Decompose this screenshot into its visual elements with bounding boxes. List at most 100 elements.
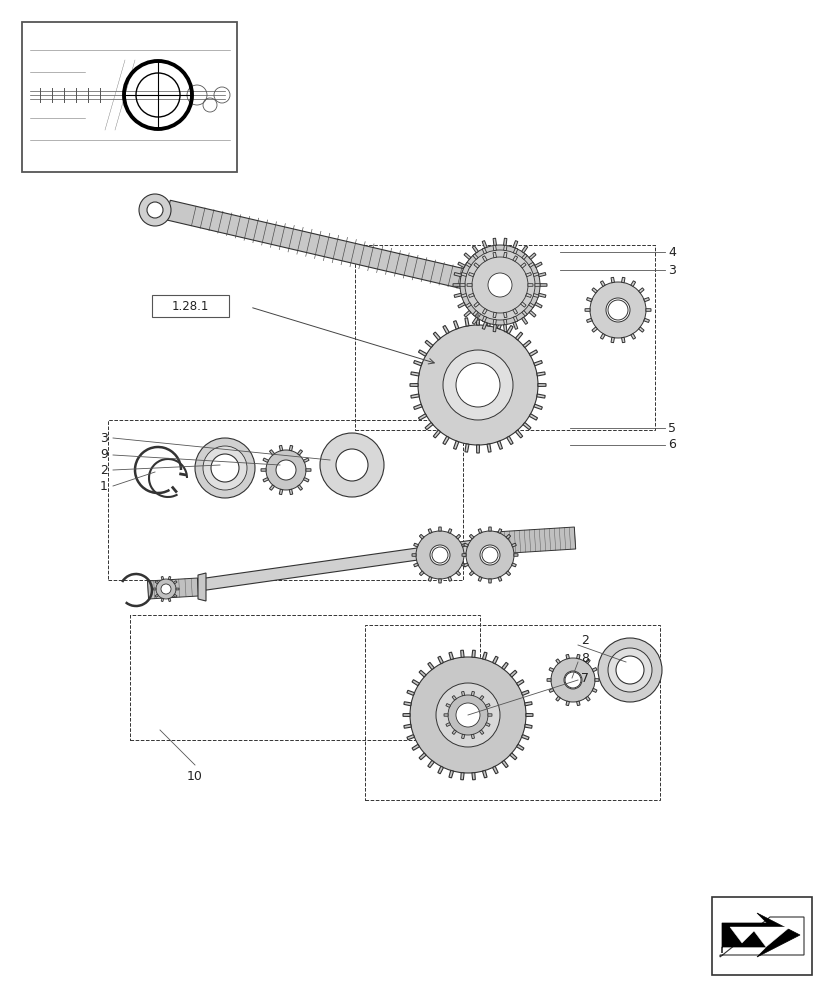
Bar xyxy=(22,22,237,172)
Polygon shape xyxy=(482,309,486,314)
Polygon shape xyxy=(595,679,598,681)
Polygon shape xyxy=(525,273,531,277)
Polygon shape xyxy=(428,760,433,768)
Polygon shape xyxy=(492,245,495,251)
Polygon shape xyxy=(471,773,475,780)
Polygon shape xyxy=(461,554,466,556)
Polygon shape xyxy=(473,302,479,307)
Polygon shape xyxy=(524,702,532,706)
Circle shape xyxy=(456,363,500,407)
Polygon shape xyxy=(456,534,460,539)
Polygon shape xyxy=(465,262,471,267)
Polygon shape xyxy=(576,701,580,706)
Polygon shape xyxy=(515,332,522,340)
Polygon shape xyxy=(438,527,441,531)
Circle shape xyxy=(460,245,539,325)
Polygon shape xyxy=(528,284,533,286)
Polygon shape xyxy=(566,654,569,659)
Polygon shape xyxy=(438,579,441,583)
Circle shape xyxy=(436,683,500,747)
Polygon shape xyxy=(503,252,506,258)
Polygon shape xyxy=(165,200,492,295)
Polygon shape xyxy=(448,652,453,660)
Polygon shape xyxy=(503,312,506,318)
Polygon shape xyxy=(263,478,268,482)
Polygon shape xyxy=(521,317,527,324)
Polygon shape xyxy=(520,302,525,307)
Polygon shape xyxy=(586,318,591,322)
Polygon shape xyxy=(471,734,474,739)
Text: 1: 1 xyxy=(100,480,108,492)
Bar xyxy=(152,295,229,317)
Circle shape xyxy=(155,579,176,599)
Polygon shape xyxy=(512,241,517,248)
Polygon shape xyxy=(534,302,542,308)
Polygon shape xyxy=(492,319,495,325)
Polygon shape xyxy=(497,577,501,581)
Polygon shape xyxy=(463,311,471,317)
Polygon shape xyxy=(461,273,466,276)
Polygon shape xyxy=(630,281,635,286)
Polygon shape xyxy=(482,256,486,261)
Polygon shape xyxy=(514,554,518,556)
Polygon shape xyxy=(168,576,170,580)
Polygon shape xyxy=(528,262,533,267)
Polygon shape xyxy=(460,284,465,286)
Polygon shape xyxy=(410,394,418,398)
Polygon shape xyxy=(528,414,537,420)
Text: 2: 2 xyxy=(581,634,588,646)
Circle shape xyxy=(590,282,645,338)
Polygon shape xyxy=(521,311,527,316)
Polygon shape xyxy=(476,317,479,325)
Polygon shape xyxy=(153,588,155,590)
Polygon shape xyxy=(621,277,624,283)
Polygon shape xyxy=(729,927,789,947)
Polygon shape xyxy=(463,554,467,556)
Polygon shape xyxy=(465,303,471,308)
Circle shape xyxy=(456,363,500,407)
Polygon shape xyxy=(472,254,477,259)
Text: 1.28.1: 1.28.1 xyxy=(171,300,208,312)
Polygon shape xyxy=(534,284,539,286)
Text: 9: 9 xyxy=(100,448,108,462)
Text: 3: 3 xyxy=(667,263,675,276)
Polygon shape xyxy=(511,543,516,547)
Polygon shape xyxy=(406,735,414,740)
Polygon shape xyxy=(463,563,468,567)
Circle shape xyxy=(418,325,538,445)
Polygon shape xyxy=(453,441,458,449)
Polygon shape xyxy=(509,753,516,760)
Circle shape xyxy=(160,584,171,594)
Polygon shape xyxy=(496,321,502,329)
Polygon shape xyxy=(521,735,528,740)
Polygon shape xyxy=(492,312,496,318)
Polygon shape xyxy=(473,302,479,307)
Polygon shape xyxy=(482,309,486,314)
Circle shape xyxy=(203,446,246,490)
Polygon shape xyxy=(478,577,481,581)
Polygon shape xyxy=(471,650,475,657)
Polygon shape xyxy=(525,273,531,277)
Polygon shape xyxy=(468,273,474,277)
Polygon shape xyxy=(447,577,452,581)
Circle shape xyxy=(615,656,643,684)
Polygon shape xyxy=(297,485,302,490)
Polygon shape xyxy=(418,350,426,356)
Polygon shape xyxy=(461,273,466,276)
Polygon shape xyxy=(621,337,624,343)
Circle shape xyxy=(415,531,463,579)
Circle shape xyxy=(480,545,500,565)
Polygon shape xyxy=(460,650,464,657)
Text: 5: 5 xyxy=(667,422,675,434)
Polygon shape xyxy=(493,238,496,245)
Polygon shape xyxy=(155,581,158,584)
Polygon shape xyxy=(643,318,648,322)
Circle shape xyxy=(597,638,662,702)
Text: 6: 6 xyxy=(667,438,675,452)
Circle shape xyxy=(564,672,581,688)
Polygon shape xyxy=(177,537,495,594)
Circle shape xyxy=(550,658,595,702)
Polygon shape xyxy=(610,337,614,343)
Circle shape xyxy=(429,545,449,565)
Polygon shape xyxy=(515,430,522,438)
